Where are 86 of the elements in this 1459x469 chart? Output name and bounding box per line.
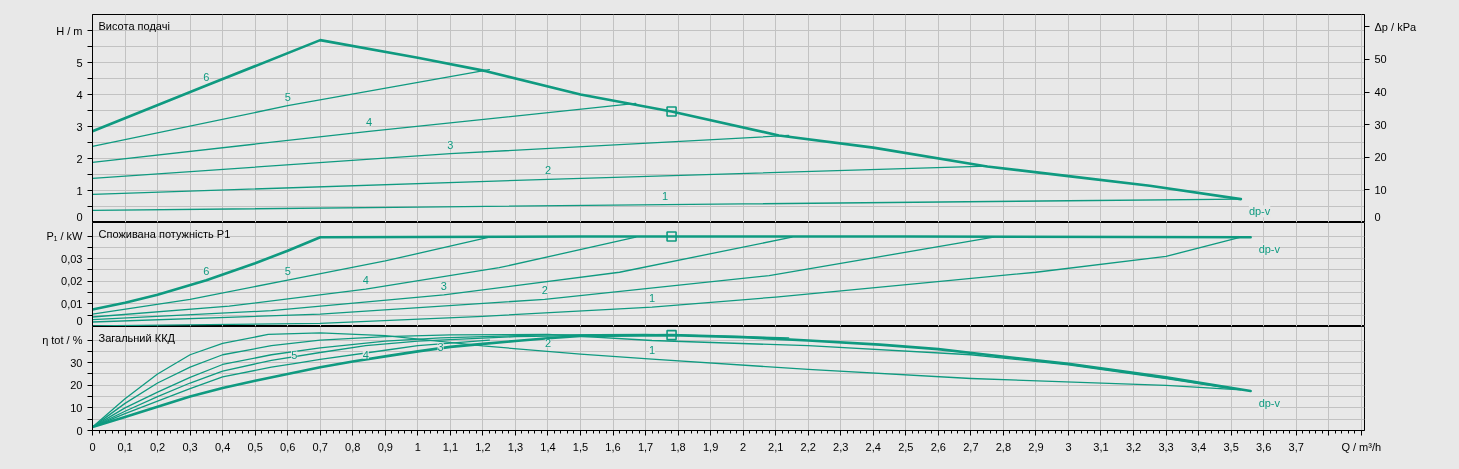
annotation: 4: [362, 274, 369, 287]
y-tick-label: 3: [76, 120, 83, 133]
x-tick-label: 2,3: [833, 440, 849, 453]
y2-axis-title: Δp / kPa: [1374, 20, 1417, 33]
x-tick-label: 3,5: [1223, 440, 1239, 453]
x-tick-label: 3,4: [1190, 440, 1207, 453]
annotation: 1: [662, 189, 669, 202]
y2-tick-label: 50: [1374, 53, 1387, 66]
annotation: dp-v: [1248, 205, 1271, 218]
annotation: 3: [437, 340, 444, 353]
y2-tick-label: 10: [1374, 183, 1387, 196]
annotation: 1: [648, 344, 656, 357]
x-tick-label: 1: [414, 440, 421, 453]
x-tick-label: 2,1: [768, 440, 784, 453]
annotation: 3: [447, 138, 454, 151]
x-tick-label: 2: [740, 440, 747, 453]
annotation: 4: [365, 116, 373, 129]
x-tick-label: 3,6: [1256, 440, 1272, 453]
y-tick-label: 1: [76, 184, 83, 197]
x-tick-label: 0,5: [247, 440, 263, 453]
x-tick-label: 1,6: [605, 440, 621, 453]
x-tick-label: 2,2: [800, 440, 816, 453]
x-tick-label: 2,9: [1028, 440, 1044, 453]
y-axis-title: P₁ / kW: [46, 230, 84, 243]
x-tick-label: 1,9: [702, 440, 719, 453]
x-tick-label: 0: [89, 440, 96, 453]
x-tick-label: 2,4: [865, 440, 881, 453]
x-tick-label: 3,1: [1093, 440, 1109, 453]
y-tick-label: 0: [76, 424, 83, 437]
annotation: 1: [648, 292, 656, 305]
x-tick-label: 3,7: [1288, 440, 1304, 453]
annotation: 6: [203, 265, 210, 278]
annotation: 5: [284, 90, 291, 103]
chart-title: Висота подачі: [98, 19, 170, 32]
y-tick-label: 10: [70, 401, 83, 414]
x-tick-label: 0,1: [117, 440, 133, 453]
annotation: dp-v: [1258, 243, 1281, 256]
x-tick-label: 1,3: [507, 440, 524, 453]
y2-tick-label: 30: [1374, 118, 1387, 131]
x-tick-label: 2,7: [963, 440, 979, 453]
x-tick-label: 0,7: [312, 440, 328, 453]
x-tick-label: 3: [1065, 440, 1072, 453]
x-tick-label: 2,6: [930, 440, 946, 453]
y-tick-label: 0,03: [61, 252, 83, 265]
annotation: 5: [291, 348, 298, 361]
x-tick-label: 3,2: [1125, 440, 1142, 453]
x-tick-label: 1,4: [540, 440, 556, 453]
y-tick-label: 0,02: [61, 275, 83, 288]
annotation: 5: [284, 265, 291, 278]
x-tick-label: 1,5: [572, 440, 589, 453]
annotation: 6: [203, 70, 210, 83]
x-tick-label: 0,4: [214, 440, 231, 453]
x-tick-label: 0,6: [280, 440, 296, 453]
x-tick-label: 1,8: [670, 440, 686, 453]
y-tick-label: 0,01: [61, 297, 83, 310]
y-tick-label: 5: [76, 56, 83, 69]
y-tick-label: 4: [76, 88, 83, 101]
x-tick-label: 1,1: [442, 440, 458, 453]
y-tick-label: 20: [70, 379, 83, 392]
annotation: 2: [541, 284, 548, 297]
x-tick-label: 2,8: [995, 440, 1012, 453]
y2-tick-label: 40: [1374, 86, 1387, 99]
annotation: 3: [440, 279, 447, 292]
x-tick-label: 1,2: [475, 440, 491, 453]
x-tick-label: 0,9: [377, 440, 393, 453]
annotation: 4: [362, 348, 369, 361]
y-tick-label: 2: [76, 152, 83, 165]
y-axis-title: H / m: [56, 24, 83, 37]
text: Загальний ККД: [98, 331, 176, 344]
y-tick-label: 0: [76, 210, 83, 223]
annotation: 2: [544, 337, 552, 350]
annotation: dp-v: [1258, 396, 1281, 409]
x-tick-label: 2,5: [898, 440, 914, 453]
y2-tick-label: 0: [1374, 210, 1381, 223]
y-tick-label: 30: [70, 356, 83, 369]
x-tick-label: 0,8: [345, 440, 361, 453]
annotation: 2: [544, 164, 552, 177]
y-tick-label: 0: [76, 314, 83, 327]
x-tick-label: 1,7: [637, 440, 654, 453]
chart-title: Споживана потужність P1: [98, 227, 231, 240]
y2-tick-label: 20: [1374, 151, 1387, 164]
x-axis-title: Q / m³/h: [1341, 440, 1382, 453]
x-tick-label: 0,2: [149, 440, 166, 453]
x-tick-label: 0,3: [182, 440, 198, 453]
y-axis-title: η tot / %: [42, 334, 83, 347]
x-tick-label: 3,3: [1158, 440, 1174, 453]
